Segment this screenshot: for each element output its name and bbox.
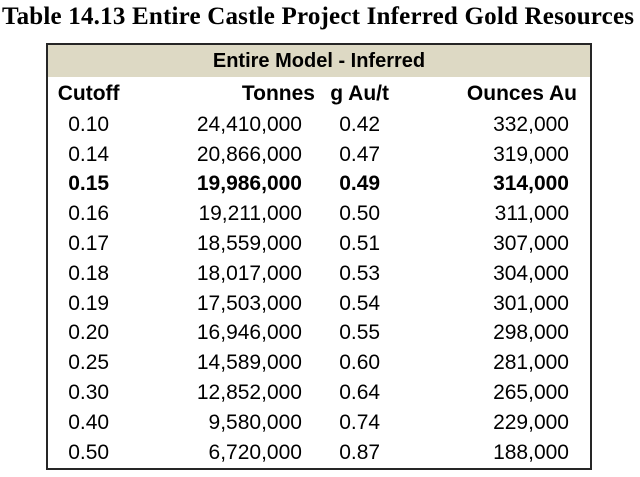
- table-row: 0.19 17,503,000 0.54 301,000: [48, 289, 590, 319]
- cell-tonnes: 24,410,000: [196, 112, 302, 136]
- cell-g-au-t: 0.51: [339, 232, 381, 256]
- cell-ounces-au: 332,000: [493, 112, 569, 136]
- cell-ounces-au: 304,000: [493, 261, 569, 285]
- cell-tonnes: 6,720,000: [208, 440, 302, 464]
- cell-ounces-au: 314,000: [493, 172, 569, 196]
- column-header-tonnes: Tonnes: [241, 81, 315, 105]
- cell-cutoff: 0.20: [68, 321, 110, 345]
- cell-cutoff: 0.30: [68, 381, 110, 405]
- cell-ounces-au: 265,000: [493, 381, 569, 405]
- cell-tonnes: 9,580,000: [208, 410, 302, 434]
- cell-ounces-au: 319,000: [493, 142, 569, 166]
- table-row: 0.25 14,589,000 0.60 281,000: [48, 348, 590, 378]
- cell-g-au-t: 0.60: [339, 351, 381, 375]
- table-row: 0.40 9,580,000 0.74 229,000: [48, 408, 590, 438]
- cell-tonnes: 18,017,000: [196, 261, 302, 285]
- column-header-row: Cutoff Tonnes g Au/t Ounces Au: [48, 77, 590, 110]
- cell-cutoff: 0.18: [68, 261, 110, 285]
- cell-tonnes: 14,589,000: [196, 351, 302, 375]
- cell-g-au-t: 0.42: [339, 112, 381, 136]
- column-header-cutoff: Cutoff: [57, 81, 120, 105]
- cell-cutoff: 0.19: [68, 291, 110, 315]
- cell-g-au-t: 0.74: [339, 410, 381, 434]
- column-header-g-au-t: g Au/t: [330, 81, 389, 105]
- cell-g-au-t: 0.53: [339, 261, 381, 285]
- cell-tonnes: 16,946,000: [196, 321, 302, 345]
- cell-ounces-au: 188,000: [493, 440, 569, 464]
- table-row: 0.30 12,852,000 0.64 265,000: [48, 378, 590, 408]
- table-row: 0.15 19,986,000 0.49 314,000: [48, 170, 590, 200]
- cell-cutoff: 0.15: [68, 172, 110, 196]
- resource-table: Entire Model - Inferred Cutoff Tonnes g …: [46, 43, 592, 470]
- cell-g-au-t: 0.54: [339, 291, 381, 315]
- table-row: 0.10 24,410,000 0.42 332,000: [48, 110, 590, 140]
- cell-cutoff: 0.14: [68, 142, 110, 166]
- cell-g-au-t: 0.49: [339, 172, 381, 196]
- cell-tonnes: 18,559,000: [196, 232, 302, 256]
- cell-ounces-au: 307,000: [493, 232, 569, 256]
- cell-g-au-t: 0.64: [339, 381, 381, 405]
- cell-tonnes: 12,852,000: [196, 381, 302, 405]
- cell-g-au-t: 0.55: [339, 321, 381, 345]
- cell-g-au-t: 0.47: [339, 142, 381, 166]
- cell-ounces-au: 229,000: [493, 410, 569, 434]
- table-row: 0.20 16,946,000 0.55 298,000: [48, 319, 590, 349]
- table-row: 0.16 19,211,000 0.50 311,000: [48, 199, 590, 229]
- cell-ounces-au: 281,000: [493, 351, 569, 375]
- table-row: 0.50 6,720,000 0.87 188,000: [48, 438, 590, 468]
- table-body: 0.10 24,410,000 0.42 332,000 0.14 20,866,000 0…: [48, 110, 590, 468]
- cell-ounces-au: 311,000: [494, 202, 569, 226]
- cell-tonnes: 17,503,000: [196, 291, 302, 315]
- table-row: 0.18 18,017,000 0.53 304,000: [48, 259, 590, 289]
- cell-cutoff: 0.10: [68, 112, 110, 136]
- table-row: 0.14 20,866,000 0.47 319,000: [48, 140, 590, 170]
- cell-cutoff: 0.16: [68, 202, 110, 226]
- cell-cutoff: 0.25: [68, 351, 110, 375]
- cell-g-au-t: 0.87: [339, 440, 381, 464]
- cell-cutoff: 0.17: [68, 232, 110, 256]
- column-header-ounces-au: Ounces Au: [466, 81, 577, 105]
- cell-tonnes: 20,866,000: [196, 142, 302, 166]
- cell-cutoff: 0.40: [68, 410, 110, 434]
- resource-table-grid: Cutoff Tonnes g Au/t Ounces Au 0.10 24,41…: [48, 77, 590, 468]
- table-row: 0.17 18,559,000 0.51 307,000: [48, 229, 590, 259]
- cell-tonnes: 19,986,000: [196, 172, 302, 196]
- cell-g-au-t: 0.50: [339, 202, 381, 226]
- cell-ounces-au: 298,000: [493, 321, 569, 345]
- cell-cutoff: 0.50: [68, 440, 110, 464]
- cell-ounces-au: 301,000: [493, 291, 569, 315]
- table-merged-header: Entire Model - Inferred: [48, 45, 590, 77]
- cell-tonnes: 19,211,000: [198, 202, 302, 226]
- page-title: Table 14.13 Entire Castle Project Inferr…: [2, 3, 635, 30]
